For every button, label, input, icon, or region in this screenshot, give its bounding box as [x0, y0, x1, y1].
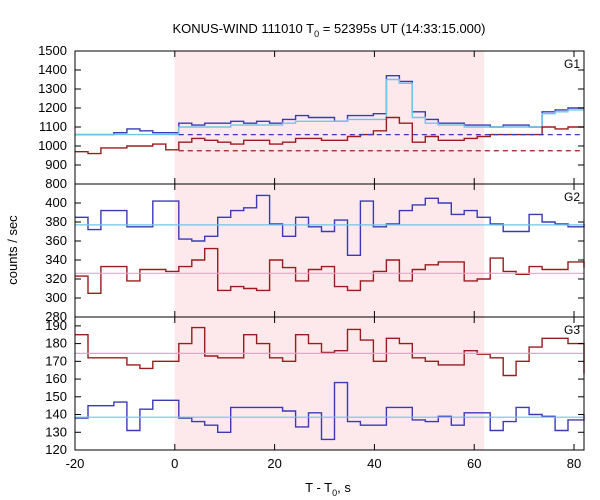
y-tick-label-g1-1500: 1500 [38, 43, 67, 58]
y-tick-label-g1-1300: 1300 [38, 81, 67, 96]
highlight-region-g3 [174, 317, 485, 450]
series-g3-blue-2 [75, 381, 585, 441]
x-axis-label: T - T0, s [305, 480, 351, 498]
chart-title-rest: = 52395s UT (14:33:15.000) [319, 21, 485, 36]
y-tick-label-g3-170: 170 [45, 353, 67, 368]
x-axis-label-sub: 0 [332, 488, 337, 498]
panel-label-g2: G2 [564, 190, 580, 204]
y-tick-label-g3-190: 190 [45, 318, 67, 333]
highlight-region-g2 [174, 184, 485, 317]
y-tick-label-g2-380: 380 [45, 214, 67, 229]
y-tick-label-g1-1000: 1000 [38, 138, 67, 153]
y-tick-label-g3-140: 140 [45, 407, 67, 422]
y-tick-label-g2-300: 300 [45, 290, 67, 305]
y-tick-label-g3-180: 180 [45, 336, 67, 351]
y-tick-label-g2-360: 360 [45, 233, 67, 248]
y-tick-label-g1-800: 800 [45, 176, 67, 191]
chart-title-main: KONUS-WIND 111010 T [173, 21, 315, 36]
panel-label-g1: G1 [564, 57, 580, 71]
y-tick-label-g3-160: 160 [45, 371, 67, 386]
tick-layer: G1800900100011001200130014001500G2280300… [38, 43, 584, 471]
highlight-layer [174, 51, 485, 450]
x-tick-label-60: 60 [467, 456, 481, 471]
y-tick-label-g1-900: 900 [45, 157, 67, 172]
y-tick-label-g1-1400: 1400 [38, 62, 67, 77]
y-tick-label-g2-320: 320 [45, 271, 67, 286]
series-g2-blue-0 [75, 194, 585, 256]
y-tick-label-g1-1200: 1200 [38, 100, 67, 115]
y-tick-label-g2-280: 280 [45, 309, 67, 324]
series-g1-cyan-1 [75, 78, 584, 136]
y-tick-label-g3-130: 130 [45, 424, 67, 439]
x-tick-label-80: 80 [567, 456, 581, 471]
series-layer [75, 75, 585, 441]
x-axis-label-rest: , s [337, 480, 351, 495]
y-tick-label-g2-400: 400 [45, 195, 67, 210]
x-tick-label-40: 40 [367, 456, 381, 471]
panel-label-g3: G3 [564, 323, 580, 337]
x-tick-label--20: -20 [66, 456, 85, 471]
chart-title-sub: 0 [314, 29, 319, 39]
y-axis-label: counts / sec [5, 215, 20, 285]
x-tick-label-20: 20 [267, 456, 281, 471]
y-tick-label-g3-150: 150 [45, 389, 67, 404]
y-tick-label-g2-340: 340 [45, 252, 67, 267]
chart-title: KONUS-WIND 111010 T0 = 52395s UT (14:33:… [173, 21, 486, 39]
frame-layer [74, 50, 585, 451]
x-axis-label-main: T - T [305, 480, 332, 495]
panel-frame-g3 [74, 316, 585, 451]
y-tick-label-g1-1100: 1100 [39, 119, 67, 134]
y-tick-label-g3-120: 120 [45, 442, 67, 457]
series-g2-red-2 [75, 247, 585, 294]
series-g1-red-2 [75, 116, 584, 155]
series-g3-red-0 [75, 326, 585, 377]
x-tick-label-0: 0 [171, 456, 178, 471]
